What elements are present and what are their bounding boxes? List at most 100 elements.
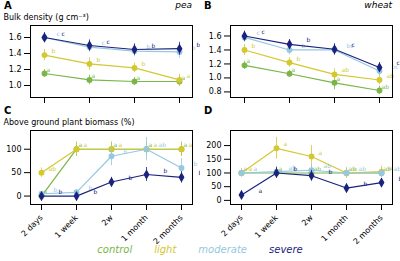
svg-text:1.2: 1.2 [209, 60, 222, 69]
svg-text:c: c [107, 38, 110, 45]
svg-text:b: b [129, 174, 133, 181]
svg-text:c: c [257, 29, 260, 36]
svg-text:2w: 2w [300, 213, 315, 228]
html-text:pea: pea [175, 0, 192, 10]
svg-text:ab: ab [323, 162, 331, 170]
svg-text:2 months: 2 months [352, 213, 385, 246]
svg-text:ab: ab [313, 165, 321, 172]
svg-text:1.2: 1.2 [9, 65, 22, 74]
svg-text:a: a [119, 141, 123, 148]
svg-text:2 months: 2 months [152, 213, 185, 246]
svg-text:a: a [114, 141, 118, 148]
svg-text:ab: ab [394, 165, 400, 172]
svg-text:a: a [189, 141, 193, 148]
svg-text:100: 100 [6, 145, 21, 154]
svg-text:1 week: 1 week [53, 213, 80, 240]
svg-text:1.6: 1.6 [9, 33, 22, 42]
svg-text:a: a [149, 141, 153, 148]
svg-text:a: a [254, 165, 258, 172]
html-text:D: D [204, 105, 213, 116]
svg-text:Bulk density (g cm⁻³): Bulk density (g cm⁻³) [4, 13, 89, 22]
svg-text:b: b [97, 56, 101, 63]
svg-text:a: a [319, 149, 323, 156]
svg-text:c: c [57, 30, 60, 37]
svg-text:2 days: 2 days [20, 213, 45, 238]
svg-text:a: a [284, 140, 288, 147]
svg-text:a: a [184, 141, 188, 148]
svg-text:a: a [47, 66, 51, 73]
svg-text:b: b [54, 186, 58, 193]
html-text:B: B [204, 0, 212, 11]
svg-text:b: b [52, 47, 56, 54]
svg-text:50: 50 [11, 168, 21, 177]
svg-text:Above ground plant biomass (%): Above ground plant biomass (%) [4, 118, 135, 127]
html-text:moderate: moderate [198, 244, 247, 255]
svg-text:b: b [124, 148, 128, 155]
svg-text:1 month: 1 month [120, 213, 150, 243]
svg-text:b: b [399, 175, 400, 182]
svg-text:50: 50 [211, 182, 221, 191]
svg-text:b: b [142, 60, 146, 67]
svg-text:b: b [364, 180, 368, 187]
svg-text:b: b [307, 36, 311, 43]
svg-text:ab: ab [383, 165, 391, 172]
svg-text:b: b [294, 165, 298, 172]
svg-text:150: 150 [206, 155, 221, 164]
svg-text:c: c [102, 39, 105, 46]
html-text:wheat: wheat [364, 0, 392, 10]
svg-text:2w: 2w [100, 213, 115, 228]
svg-text:b: b [297, 55, 301, 62]
svg-text:c: c [262, 28, 265, 35]
svg-text:a: a [292, 66, 296, 73]
svg-text:b: b [59, 188, 63, 195]
svg-text:a: a [187, 72, 191, 79]
html-text:light: light [154, 244, 177, 255]
svg-text:1 month: 1 month [320, 213, 350, 243]
svg-text:ab: ab [288, 163, 296, 171]
svg-text:1.4: 1.4 [9, 49, 22, 58]
svg-text:a: a [249, 165, 253, 172]
svg-text:1.0: 1.0 [209, 73, 222, 82]
svg-text:a: a [259, 187, 263, 194]
html-text:C: C [4, 105, 12, 116]
svg-text:b: b [194, 160, 198, 167]
svg-text:100: 100 [206, 169, 221, 178]
svg-text:ab: ab [159, 141, 167, 148]
svg-text:a: a [154, 141, 158, 148]
svg-text:b: b [329, 168, 333, 175]
svg-text:ab: ab [348, 165, 356, 172]
svg-text:ab: ab [359, 165, 367, 172]
svg-text:a: a [137, 74, 141, 81]
svg-text:c: c [352, 41, 355, 48]
svg-text:a: a [79, 141, 83, 148]
html-text:severe: severe [269, 244, 303, 255]
html-text:control: control [97, 244, 133, 255]
svg-text:a: a [84, 141, 88, 148]
svg-text:ab: ab [49, 165, 57, 172]
svg-text:ab: ab [342, 66, 350, 73]
svg-text:1.0: 1.0 [9, 81, 22, 90]
svg-text:ab: ab [382, 83, 390, 90]
svg-text:0: 0 [216, 196, 221, 205]
svg-text:c: c [397, 59, 400, 66]
svg-text:1.6: 1.6 [209, 32, 222, 41]
svg-text:a: a [389, 164, 393, 171]
html-text:A: A [4, 0, 12, 11]
svg-text:b: b [164, 167, 168, 174]
svg-text:b: b [152, 42, 156, 49]
svg-text:0: 0 [16, 192, 21, 201]
svg-text:0.8: 0.8 [209, 87, 222, 96]
svg-text:2 days: 2 days [220, 213, 245, 238]
svg-text:a: a [92, 72, 96, 79]
svg-text:200: 200 [206, 141, 221, 150]
svg-text:a: a [337, 75, 341, 82]
svg-text:c: c [62, 30, 65, 37]
svg-text:b: b [94, 188, 98, 195]
svg-text:ab: ab [387, 72, 395, 79]
svg-text:1.4: 1.4 [209, 46, 222, 55]
svg-text:a: a [354, 165, 358, 172]
svg-text:bc: bc [346, 42, 354, 49]
svg-text:1 week: 1 week [253, 213, 280, 240]
svg-text:a: a [247, 57, 251, 64]
svg-text:b: b [252, 42, 256, 49]
